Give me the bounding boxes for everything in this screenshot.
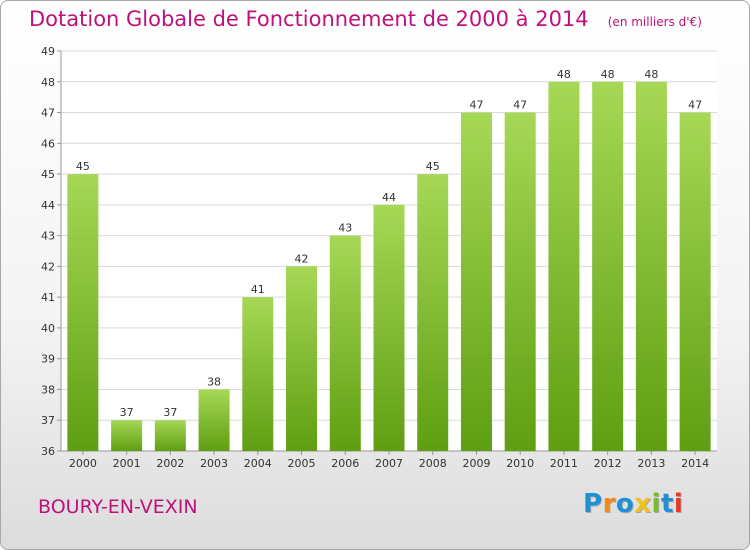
x-tick-label-2003: 2003 [200, 457, 228, 470]
bar-2012 [592, 81, 624, 452]
proxiti-logo: Proxiti [583, 489, 683, 519]
data-label-2005: 42 [295, 252, 309, 265]
y-tick-label: 38 [41, 383, 55, 396]
bar-2005 [286, 266, 318, 451]
data-label-2003: 38 [207, 375, 221, 388]
data-label-2009: 47 [469, 99, 483, 112]
data-label-2006: 43 [338, 222, 352, 235]
logo-letter: i [673, 489, 684, 519]
bar-2008 [417, 174, 449, 452]
y-tick-label: 46 [41, 137, 55, 150]
bar-2007 [373, 204, 405, 451]
bar-2001 [111, 420, 143, 451]
x-tick-label-2012: 2012 [594, 457, 622, 470]
y-tick-label: 43 [41, 230, 55, 243]
bar-2000 [67, 174, 99, 452]
logo-letter: P [583, 489, 603, 519]
data-label-2010: 47 [513, 99, 527, 112]
x-tick-label-2013: 2013 [637, 457, 665, 470]
y-tick-label: 44 [41, 199, 55, 212]
data-label-2014: 47 [688, 99, 702, 112]
x-tick-label-2007: 2007 [375, 457, 403, 470]
bar-2004 [242, 297, 274, 451]
title-text: Dotation Globale de Fonctionnement de 20… [29, 7, 589, 31]
bar-2013 [635, 81, 667, 452]
commune-name: BOURY-EN-VEXIN [38, 496, 198, 518]
data-label-2004: 41 [251, 283, 265, 296]
y-tick-label: 49 [41, 45, 55, 58]
x-tick-label-2011: 2011 [550, 457, 578, 470]
y-tick-label: 48 [41, 76, 55, 89]
bar-2014 [679, 112, 711, 452]
y-tick-label: 42 [41, 260, 55, 273]
x-tick-label-2000: 2000 [69, 457, 97, 470]
bar-2002 [154, 420, 186, 451]
logo-letter: t [660, 489, 674, 519]
x-tick-label-2008: 2008 [419, 457, 447, 470]
logo-letter: r [602, 489, 616, 519]
y-tick-label: 37 [41, 414, 55, 427]
y-tick-label: 36 [41, 445, 55, 458]
bar-2009 [460, 112, 492, 452]
y-tick-label: 45 [41, 168, 55, 181]
y-tick-label: 40 [41, 322, 55, 335]
x-tick-label-2006: 2006 [331, 457, 359, 470]
y-tick-label: 47 [41, 107, 55, 120]
data-label-2008: 45 [426, 160, 440, 173]
x-tick-label-2014: 2014 [681, 457, 709, 470]
bar-2003 [198, 389, 230, 451]
x-tick-label-2001: 2001 [113, 457, 141, 470]
data-label-2012: 48 [601, 68, 615, 81]
chart-title: Dotation Globale de Fonctionnement de 20… [29, 7, 702, 31]
logo-letter: x [634, 489, 652, 519]
x-tick-label-2004: 2004 [244, 457, 272, 470]
unit-text: (en milliers d'€) [607, 15, 702, 29]
bar-2011 [548, 81, 580, 452]
x-tick-label-2010: 2010 [506, 457, 534, 470]
data-label-2001: 37 [120, 406, 134, 419]
y-tick-label: 41 [41, 291, 55, 304]
data-label-2002: 37 [163, 406, 177, 419]
data-label-2011: 48 [557, 68, 571, 81]
x-tick-label-2009: 2009 [462, 457, 490, 470]
bar-2006 [329, 235, 361, 451]
data-label-2007: 44 [382, 191, 396, 204]
x-tick-label-2005: 2005 [288, 457, 316, 470]
y-tick-label: 39 [41, 353, 55, 366]
logo-letter: o [615, 489, 635, 519]
data-label-2013: 48 [644, 68, 658, 81]
data-label-2000: 45 [76, 160, 90, 173]
bar-2010 [504, 112, 536, 452]
logo-letter: i [651, 489, 661, 519]
x-tick-label-2002: 2002 [156, 457, 184, 470]
